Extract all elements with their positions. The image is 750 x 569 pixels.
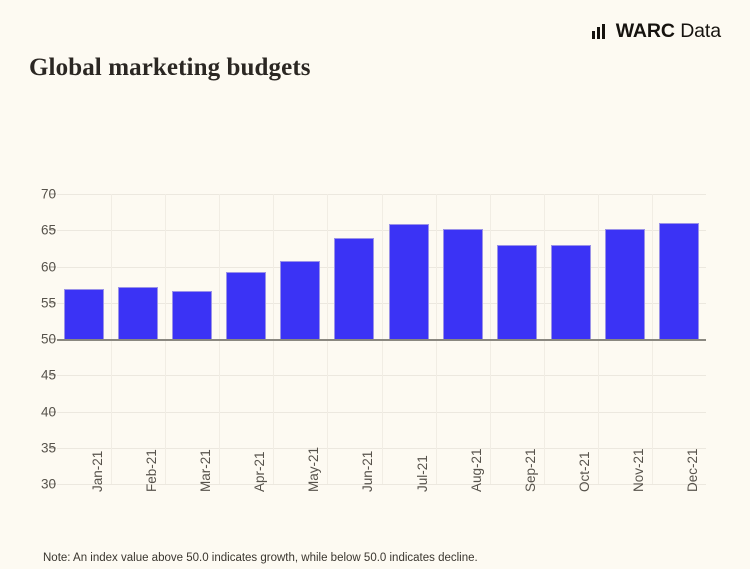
brand-name: WARC Data	[616, 20, 721, 43]
y-axis-tick-label: 60	[40, 259, 56, 274]
bar-mar-21[interactable]	[172, 291, 213, 339]
x-axis-tick-label: Oct-21	[576, 451, 592, 492]
y-axis-tick-label: 35	[40, 440, 56, 456]
x-axis-tick-label: Dec-21	[684, 448, 700, 492]
x-axis-tick-label: Jan-21	[90, 450, 106, 492]
y-axis-tick-mark	[49, 338, 56, 340]
warc-data-logo: WARC Data	[591, 20, 721, 43]
bar-apr-21[interactable]	[226, 272, 267, 339]
y-axis-tick-label: 65	[40, 222, 56, 238]
y-axis-tick-mark	[49, 266, 56, 267]
bar-oct-21[interactable]	[550, 245, 591, 339]
y-axis-tick-label: 40	[40, 404, 56, 419]
y-axis-tick-mark	[49, 374, 56, 376]
x-axis-tick-label: Apr-21	[252, 451, 268, 492]
bar-jan-21[interactable]	[64, 288, 105, 339]
x-axis-tick-label: Nov-21	[630, 448, 646, 492]
bar-nov-21[interactable]	[604, 228, 645, 339]
page-title: Global marketing budgets	[29, 54, 311, 81]
gridline	[57, 484, 706, 485]
y-axis-tick-label: 50	[40, 331, 56, 347]
y-axis-tick-mark	[49, 447, 56, 449]
bar-chart-icon	[591, 23, 605, 39]
bar-feb-21[interactable]	[118, 286, 159, 339]
x-axis-tick-label: Jun-21	[360, 450, 376, 492]
x-axis-tick-label: Feb-21	[144, 449, 160, 492]
y-axis-tick-label: 45	[40, 367, 56, 383]
baseline-50	[57, 339, 706, 341]
brand-name-data: Data	[680, 19, 721, 42]
x-axis-tick-label: Sep-21	[522, 448, 538, 492]
bar-jun-21[interactable]	[334, 237, 375, 339]
bar-aug-21[interactable]	[442, 228, 483, 339]
bar-sep-21[interactable]	[496, 244, 537, 339]
bar-dec-21[interactable]	[658, 223, 699, 339]
y-axis-tick-mark	[49, 411, 56, 412]
chart-note: Note: An index value above 50.0 indicate…	[43, 552, 478, 564]
x-axis-tick-label: Jul-21	[414, 455, 430, 492]
y-axis-tick-label: 55	[40, 295, 56, 311]
y-axis-tick-mark	[49, 229, 56, 231]
bar-jul-21[interactable]	[388, 224, 429, 339]
plot-area	[49, 193, 706, 485]
y-axis-tick-mark	[49, 483, 56, 485]
brand-name-warc: WARC	[615, 19, 675, 42]
y-axis-tick-mark	[49, 193, 56, 195]
y-axis-tick-label: 30	[40, 476, 56, 492]
x-axis-tick-label: May-21	[306, 446, 322, 492]
bar-may-21[interactable]	[280, 260, 321, 339]
y-axis-tick-label: 70	[40, 186, 56, 202]
x-axis-tick-label: Aug-21	[468, 448, 484, 492]
x-axis-tick-label: Mar-21	[198, 449, 214, 492]
y-axis-tick-mark	[49, 302, 56, 304]
